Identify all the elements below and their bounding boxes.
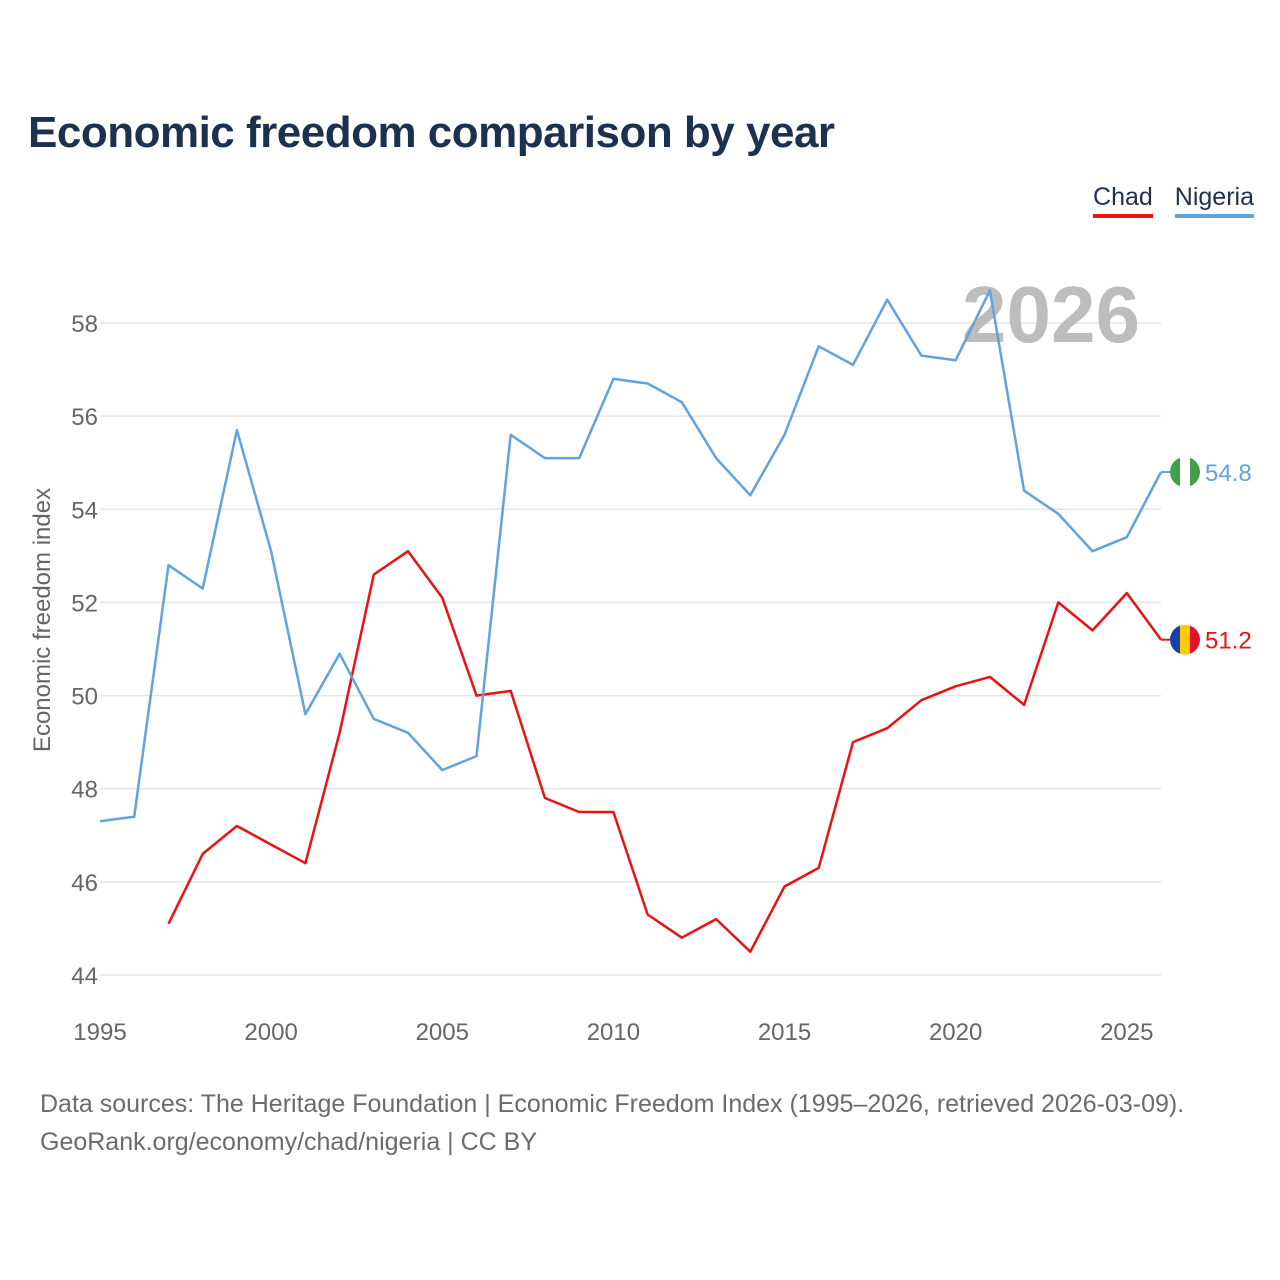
y-tick-56: 56	[71, 404, 98, 431]
x-tick-2000: 2000	[244, 1019, 297, 1046]
end-value-nigeria: 54.8	[1205, 460, 1252, 487]
y-tick-44: 44	[71, 963, 98, 990]
nigeria-flag-stripe	[1170, 457, 1181, 488]
y-tick-58: 58	[71, 311, 98, 338]
chad-flag-stripe	[1190, 624, 1200, 655]
end-markers: 51.2 54.8	[1161, 457, 1252, 655]
sources-line-2[interactable]: GeoRank.org/economy/chad/nigeria | CC BY	[40, 1128, 538, 1156]
data-sources: Data sources: The Heritage Foundation | …	[40, 1085, 1184, 1161]
x-tick-2010: 2010	[587, 1019, 640, 1046]
x-axis: 1995 2000 2005 2010 2015 2020 2025	[73, 1019, 1153, 1046]
chad-flag-stripe	[1180, 624, 1191, 655]
chad-flag-stripe	[1170, 624, 1181, 655]
series-lines	[99, 289, 1163, 953]
y-axis: 44 46 48 50 52 54 56 58	[71, 311, 98, 990]
legend-item-chad[interactable]: Chad	[1093, 183, 1153, 218]
chart-title: Economic freedom comparison by year	[28, 108, 835, 157]
y-tick-54: 54	[71, 497, 98, 524]
nigeria-flag-stripe	[1180, 457, 1191, 488]
legend-item-nigeria[interactable]: Nigeria	[1174, 183, 1254, 218]
sources-line-1: Data sources: The Heritage Foundation | …	[40, 1090, 1185, 1118]
nigeria-flag-icon	[1170, 457, 1200, 488]
y-tick-50: 50	[71, 684, 98, 711]
x-tick-2015: 2015	[758, 1019, 811, 1046]
gridlines	[100, 322, 1161, 976]
series-line-chad	[167, 549, 1163, 953]
x-tick-2005: 2005	[416, 1019, 469, 1046]
y-tick-52: 52	[71, 590, 98, 617]
end-value-chad: 51.2	[1205, 628, 1252, 655]
x-tick-1995: 1995	[73, 1019, 126, 1046]
x-tick-2020: 2020	[929, 1019, 982, 1046]
x-tick-2025: 2025	[1100, 1019, 1153, 1046]
y-tick-46: 46	[71, 870, 98, 897]
y-axis-title: Economic freedom index	[29, 488, 56, 752]
chad-flag-icon	[1170, 624, 1200, 655]
series-line-nigeria	[99, 289, 1163, 823]
legend: Chad Nigeria	[1093, 183, 1254, 218]
year-watermark: 2026	[962, 270, 1140, 359]
nigeria-flag-stripe	[1190, 457, 1200, 488]
y-tick-48: 48	[71, 777, 98, 804]
